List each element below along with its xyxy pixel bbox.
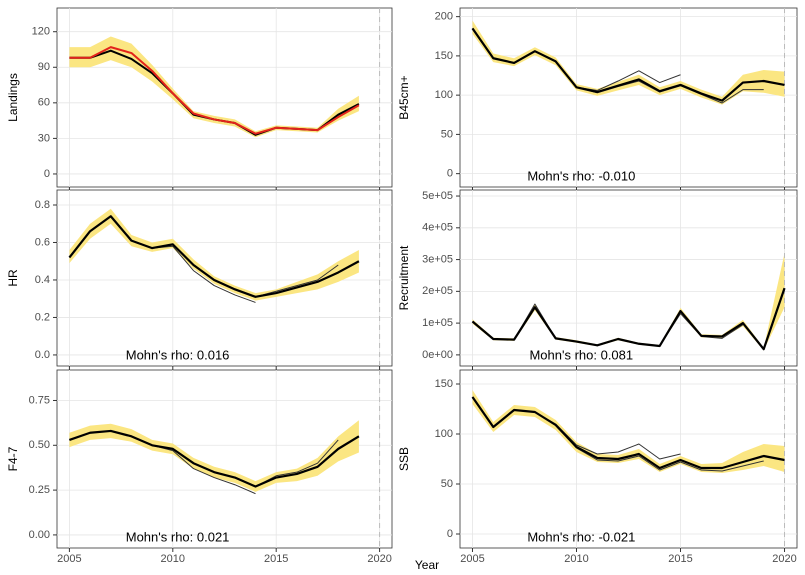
panel: 0.0 0.2 0.4 0.6 0.8 HR Mohn's rho: 0.016: [6, 189, 393, 370]
y-tick-label: 0: [447, 528, 453, 540]
panel: 0.00 0.25 0.50 0.75 2005 2010 2015 2020 F4-7 Mohn…: [6, 369, 393, 565]
y-tick-label: 0e+00: [422, 349, 453, 361]
y-tick-label: 30: [38, 132, 50, 144]
x-tick-label: 2010: [564, 553, 588, 565]
panel-background: [56, 7, 393, 188]
y-tick-label: 5e+05: [422, 190, 453, 202]
series-line: [69, 46, 360, 135]
y-tick-label: 60: [38, 97, 50, 109]
y-tick-label: 90: [38, 61, 50, 73]
y-tick-label: 0.0: [35, 349, 50, 361]
y-tick-label: 100: [435, 89, 453, 101]
series-line: [471, 396, 785, 470]
y-tick-label: 3e+05: [422, 253, 453, 265]
x-tick-label: 2005: [460, 553, 484, 565]
y-tick-label: 0: [44, 168, 50, 180]
y-tick-label: 2e+05: [422, 285, 453, 297]
y-axis-title: SSB: [397, 447, 411, 471]
series-line: [471, 287, 786, 351]
series-line: [471, 27, 785, 102]
x-tick-label: 2020: [367, 553, 391, 565]
y-tick-label: 0.6: [35, 236, 50, 248]
y-tick-label: 50: [441, 478, 453, 490]
annotation: Mohn's rho: -0.021: [527, 529, 635, 544]
x-tick-label: 2020: [772, 553, 796, 565]
y-tick-label: 100: [435, 428, 453, 440]
y-axis-title: HR: [6, 269, 20, 287]
y-tick-label: 150: [435, 50, 453, 62]
y-tick-label: 0.8: [35, 199, 50, 211]
series-line: [68, 215, 360, 298]
annotation: Mohn's rho: 0.016: [126, 347, 230, 362]
panel: 0 50 100 150 2005 2010 2015 2020 SSB Mohn's rho: …: [397, 369, 798, 565]
annotation: Mohn's rho: -0.010: [527, 168, 635, 183]
panel: 0e+00 1e+05 2e+05 3e+05 4e+05 5e+05 Recruitmen…: [397, 189, 798, 370]
series-line: [69, 429, 360, 488]
y-tick-label: 0.00: [29, 529, 50, 541]
x-tick-label: 2015: [668, 553, 692, 565]
annotation: Mohn's rho: 0.081: [529, 347, 633, 362]
y-tick-label: 1e+05: [422, 317, 453, 329]
x-tick-label: 2005: [57, 553, 81, 565]
y-tick-label: 120: [32, 26, 50, 38]
y-tick-label: 4e+05: [422, 222, 453, 234]
confidence-band: [69, 208, 359, 301]
y-tick-label: 0.4: [35, 274, 50, 286]
x-axis-title: Year: [415, 558, 439, 572]
annotation: Mohn's rho: 0.021: [126, 529, 230, 544]
y-tick-label: 0: [447, 168, 453, 180]
y-tick-label: 0.2: [35, 311, 50, 323]
y-tick-label: 50: [441, 128, 453, 140]
y-tick-label: 150: [435, 378, 453, 390]
y-tick-label: 0.50: [29, 439, 50, 451]
x-tick-label: 2015: [264, 553, 288, 565]
y-tick-label: 0.25: [29, 484, 50, 496]
y-axis-title: Recruitment: [397, 245, 411, 310]
y-tick-label: 0.75: [29, 394, 50, 406]
x-tick-label: 2010: [161, 553, 185, 565]
panel: 0 50 100 150 200 B45cm+ Mohn's rho: -0.010: [397, 7, 798, 191]
y-axis-title: B45cm+: [397, 75, 411, 119]
y-axis-title: F4-7: [6, 446, 20, 471]
y-axis-title: Landings: [6, 73, 20, 122]
panel: 0 30 60 90 120 Landings: [6, 7, 393, 191]
panel-background: [459, 7, 798, 188]
y-tick-label: 200: [435, 11, 453, 23]
